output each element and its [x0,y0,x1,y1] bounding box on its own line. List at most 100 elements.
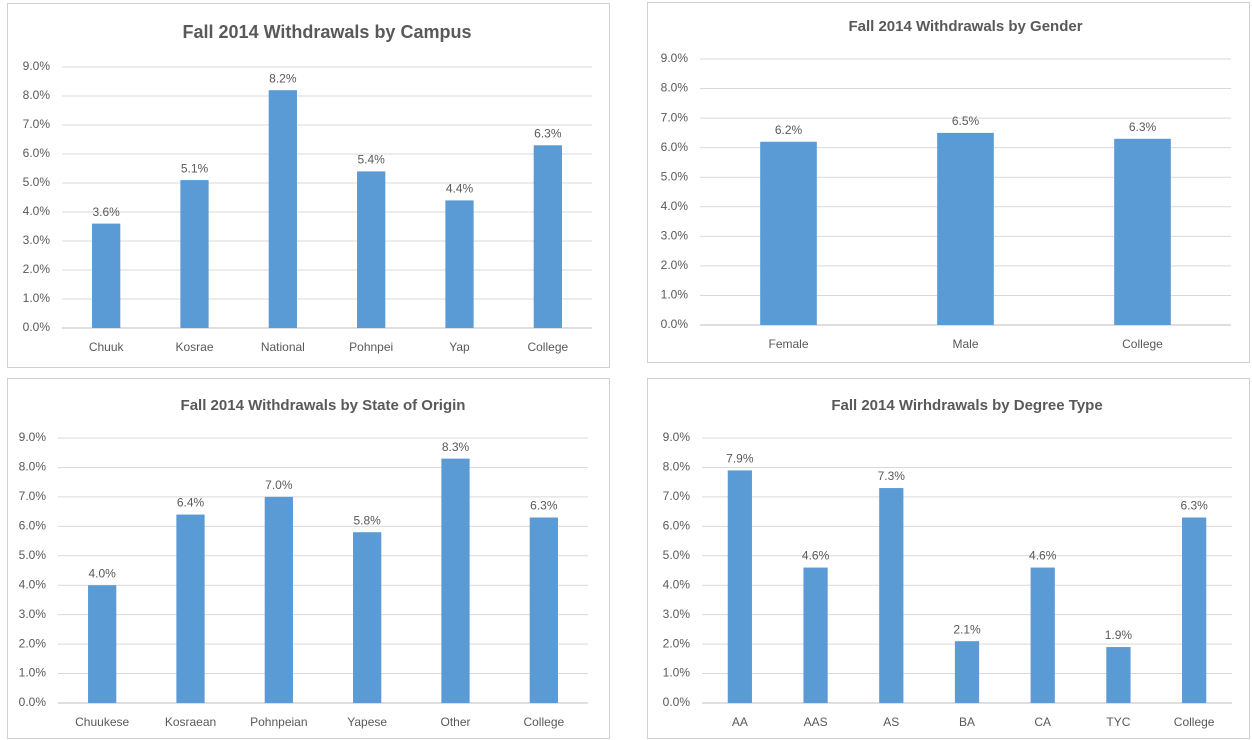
x-tick-label: Pohnpei [349,340,393,354]
y-tick-label: 1.0% [23,291,51,305]
y-tick-label: 0.0% [23,320,51,334]
bar [92,223,121,328]
bar [1030,567,1055,703]
y-tick-label: 7.0% [23,117,51,131]
bar [803,567,828,703]
y-tick-label: 6.0% [23,146,51,160]
y-tick-label: 2.0% [661,258,689,272]
x-tick-label: Male [952,337,978,351]
y-tick-label: 8.0% [661,81,689,95]
bar [353,532,382,703]
y-tick-label: 3.0% [19,607,47,621]
x-tick-label: Female [768,337,808,351]
data-label: 7.3% [878,469,906,483]
bar [445,200,474,328]
x-tick-label: Other [440,715,470,729]
x-tick-label: BA [959,715,975,729]
bar [88,585,117,703]
y-tick-label: 0.0% [663,695,691,709]
data-label: 4.6% [1029,549,1057,563]
data-label: 4.6% [802,549,830,563]
y-tick-label: 3.0% [23,233,51,247]
y-tick-label: 2.0% [23,262,51,276]
data-label: 5.8% [353,513,381,527]
x-tick-label: College [1122,337,1163,351]
data-label: 6.3% [530,499,558,513]
x-tick-label: Chuuk [89,340,125,354]
x-tick-label: AA [732,715,748,729]
x-tick-label: Pohnpeian [250,715,307,729]
y-tick-label: 8.0% [19,460,47,474]
data-label: 6.5% [952,114,980,128]
y-tick-label: 7.0% [663,489,691,503]
y-tick-label: 5.0% [19,548,47,562]
y-tick-label: 3.0% [663,607,691,621]
data-label: 8.3% [442,440,470,454]
y-tick-label: 4.0% [23,204,51,218]
y-tick-label: 4.0% [663,577,691,591]
x-tick-label: National [261,340,305,354]
x-tick-label: Chuukese [75,715,129,729]
y-tick-label: 5.0% [661,169,689,183]
chart-title: Fall 2014 Withdrawals by Gender [848,18,1082,35]
y-tick-label: 6.0% [663,519,691,533]
y-tick-label: 5.0% [23,175,51,189]
y-tick-label: 8.0% [23,88,51,102]
data-label: 5.4% [357,153,385,167]
y-tick-label: 4.0% [661,199,689,213]
data-label: 6.4% [177,496,205,510]
x-tick-label: CA [1034,715,1051,729]
data-label: 6.3% [534,126,562,140]
y-tick-label: 1.0% [19,666,47,680]
data-label: 7.9% [726,452,754,466]
x-tick-label: College [527,340,568,354]
bar [529,517,558,703]
y-tick-label: 6.0% [661,140,689,154]
bar [268,90,297,328]
x-tick-label: Yapese [347,715,387,729]
y-tick-label: 8.0% [663,460,691,474]
y-tick-label: 0.0% [19,695,47,709]
chart-title: Fall 2014 Withdrawals by Campus [183,22,472,42]
y-tick-label: 9.0% [663,430,691,444]
bar [1106,647,1131,703]
data-label: 8.2% [269,71,297,85]
data-label: 4.0% [88,566,116,580]
y-tick-label: 1.0% [663,666,691,680]
bar [1114,138,1171,325]
data-label: 2.1% [953,622,981,636]
x-tick-label: Kosraean [165,715,216,729]
bar [879,488,904,703]
bar [441,458,470,703]
chart-title: Fall 2014 Withdrawals by State of Origin [181,397,466,414]
bar [533,145,562,328]
x-tick-label: College [1174,715,1215,729]
y-tick-label: 9.0% [23,59,51,73]
bar [937,132,994,325]
data-label: 6.3% [1129,120,1157,134]
y-tick-label: 1.0% [661,288,689,302]
y-tick-label: 7.0% [19,489,47,503]
bar [727,470,752,703]
y-tick-label: 7.0% [661,110,689,124]
data-label: 6.2% [775,123,803,137]
data-label: 5.1% [181,161,209,175]
chart-title: Fall 2014 Wirhdrawals by Degree Type [831,397,1102,414]
bar [954,641,980,703]
bar [176,514,205,703]
y-tick-label: 2.0% [663,636,691,650]
x-tick-label: Kosrae [175,340,213,354]
y-tick-label: 2.0% [19,636,47,650]
bar [760,141,817,325]
x-tick-label: AAS [804,715,828,729]
bar [1182,517,1207,703]
y-tick-label: 9.0% [19,430,47,444]
y-tick-label: 9.0% [661,51,689,65]
data-label: 1.9% [1105,628,1133,642]
x-tick-label: Yap [449,340,470,354]
data-label: 6.3% [1180,499,1208,513]
data-label: 3.6% [92,205,120,219]
y-tick-label: 3.0% [661,229,689,243]
y-tick-label: 4.0% [19,577,47,591]
